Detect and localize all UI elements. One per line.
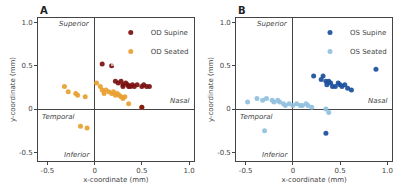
svg-text:0.5: 0.5 bbox=[335, 167, 346, 175]
svg-text:OS Seated: OS Seated bbox=[350, 48, 387, 56]
svg-text:0.5: 0.5 bbox=[220, 62, 231, 70]
svg-text:x-coordinate (mm): x-coordinate (mm) bbox=[281, 176, 347, 184]
svg-text:-0.5: -0.5 bbox=[19, 149, 33, 157]
svg-text:-0.5: -0.5 bbox=[239, 167, 253, 175]
svg-text:Nasal: Nasal bbox=[368, 97, 387, 105]
svg-text:Temporal: Temporal bbox=[42, 113, 74, 121]
svg-text:Superior: Superior bbox=[59, 20, 90, 28]
svg-text:1.0: 1.0 bbox=[220, 19, 231, 27]
svg-text:1.0: 1.0 bbox=[382, 167, 393, 175]
svg-text:0.5: 0.5 bbox=[136, 167, 147, 175]
svg-text:OD Supine: OD Supine bbox=[151, 29, 188, 37]
svg-text:-0.5: -0.5 bbox=[217, 149, 231, 157]
svg-text:Superior: Superior bbox=[257, 20, 288, 28]
svg-text:1.0: 1.0 bbox=[183, 167, 194, 175]
svg-text:Inferior: Inferior bbox=[64, 151, 90, 159]
svg-text:B: B bbox=[238, 5, 246, 16]
svg-text:0: 0 bbox=[226, 105, 230, 113]
svg-text:Nasal: Nasal bbox=[170, 97, 189, 105]
svg-text:-0.5: -0.5 bbox=[41, 167, 55, 175]
svg-text:x-coordinate (mm): x-coordinate (mm) bbox=[83, 176, 149, 184]
svg-text:y-coordinate (mm): y-coordinate (mm) bbox=[207, 57, 215, 122]
svg-text:0: 0 bbox=[28, 105, 32, 113]
svg-text:Temporal: Temporal bbox=[240, 113, 272, 121]
svg-text:OD Seated: OD Seated bbox=[151, 48, 189, 56]
svg-text:y-coordinate (mm): y-coordinate (mm) bbox=[9, 57, 17, 122]
svg-text:0: 0 bbox=[291, 167, 295, 175]
svg-text:0.5: 0.5 bbox=[21, 62, 32, 70]
svg-text:1.0: 1.0 bbox=[21, 19, 32, 27]
svg-text:0: 0 bbox=[92, 167, 96, 175]
svg-text:Inferior: Inferior bbox=[262, 151, 288, 159]
svg-text:OS Supine: OS Supine bbox=[350, 29, 386, 37]
svg-text:A: A bbox=[40, 5, 48, 16]
